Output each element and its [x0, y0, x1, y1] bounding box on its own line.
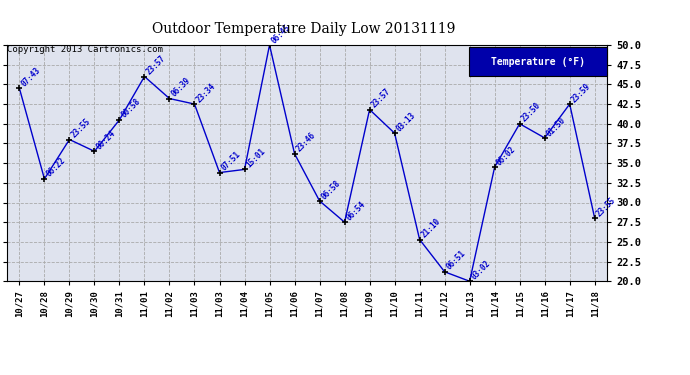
Text: Temperature (°F): Temperature (°F)	[491, 57, 585, 66]
Text: 23:59: 23:59	[570, 81, 593, 104]
Text: 23:46: 23:46	[295, 131, 317, 154]
Text: 15:01: 15:01	[244, 147, 267, 170]
Text: 23:57: 23:57	[144, 54, 167, 76]
Text: 23:55: 23:55	[70, 117, 92, 140]
Text: 01:50: 01:50	[544, 115, 567, 138]
Text: 06:22: 06:22	[44, 156, 67, 179]
Text: 23:57: 23:57	[370, 87, 393, 109]
Text: 23:50: 23:50	[520, 101, 542, 124]
Text: 03:02: 03:02	[470, 258, 493, 281]
Text: 06:45: 06:45	[270, 22, 293, 45]
Text: 21:10: 21:10	[420, 217, 442, 240]
Text: 06:02: 06:02	[495, 144, 518, 167]
Text: 23:34: 23:34	[195, 81, 217, 104]
Text: 00:24: 00:24	[95, 129, 117, 151]
Text: 23:55: 23:55	[595, 195, 618, 218]
Text: Outdoor Temperature Daily Low 20131119: Outdoor Temperature Daily Low 20131119	[152, 22, 455, 36]
FancyBboxPatch shape	[469, 47, 607, 76]
Text: 00:58: 00:58	[119, 97, 142, 120]
Text: 07:43: 07:43	[19, 66, 42, 88]
Text: 06:39: 06:39	[170, 76, 193, 99]
Text: 06:51: 06:51	[444, 249, 467, 272]
Text: Copyright 2013 Cartronics.com: Copyright 2013 Cartronics.com	[7, 45, 163, 54]
Text: 06:54: 06:54	[344, 200, 367, 222]
Text: 06:58: 06:58	[319, 178, 342, 201]
Text: 03:13: 03:13	[395, 111, 417, 133]
Text: 07:51: 07:51	[219, 150, 242, 172]
